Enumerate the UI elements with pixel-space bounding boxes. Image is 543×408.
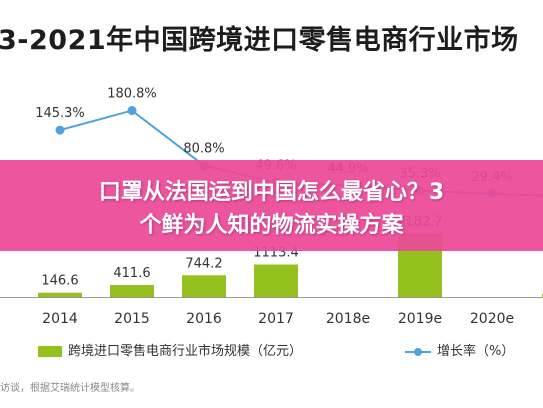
- headline-banner: 口罩从法国运到中国怎么最省心？3 个鲜为人知的物流实操方案: [0, 160, 543, 251]
- x-tick-label-2015: 2015: [114, 311, 150, 327]
- headline-line-2: 个鲜为人知的物流实操方案: [139, 213, 404, 238]
- legend-bar-swatch: [38, 346, 62, 357]
- x-tick-label-2014: 2014: [42, 311, 78, 327]
- source-note: 访谈，根据艾瑞统计模型核算。: [0, 383, 140, 394]
- legend-line-label: 增长率（%）: [437, 344, 515, 359]
- legend-line-marker: [414, 348, 422, 356]
- bar-2016: [182, 275, 226, 297]
- bar-2014: [38, 292, 82, 297]
- bar-2017: [254, 264, 298, 297]
- headline-line-1: 口罩从法国运到中国怎么最省心？3: [98, 180, 445, 205]
- bar-2015: [110, 284, 154, 297]
- growth-rate-label-2016: 80.8%: [183, 142, 224, 157]
- x-tick-label-2016: 2016: [186, 311, 222, 327]
- bar-value-label-2016: 744.2: [185, 256, 222, 271]
- chart-title: 3-2021年中国跨境进口零售电商行业市场: [0, 25, 519, 56]
- bar-value-label-2014: 146.6: [41, 274, 78, 289]
- x-tick-label-2017: 2017: [258, 311, 294, 327]
- growth-rate-point-1: [127, 106, 137, 116]
- x-tick-label-2020e: 2020e: [470, 311, 514, 327]
- bar-value-label-2015: 411.6: [113, 266, 150, 281]
- growth-rate-label-2014: 145.3%: [35, 106, 85, 121]
- growth-rate-label-2015: 180.8%: [107, 87, 157, 102]
- legend-bar-label: 跨境进口零售电商行业市场规模（亿元）: [68, 344, 303, 359]
- growth-rate-point-0: [55, 125, 65, 135]
- x-tick-label-2019e: 2019e: [398, 311, 442, 327]
- x-tick-label-2018e: 2018e: [326, 311, 370, 327]
